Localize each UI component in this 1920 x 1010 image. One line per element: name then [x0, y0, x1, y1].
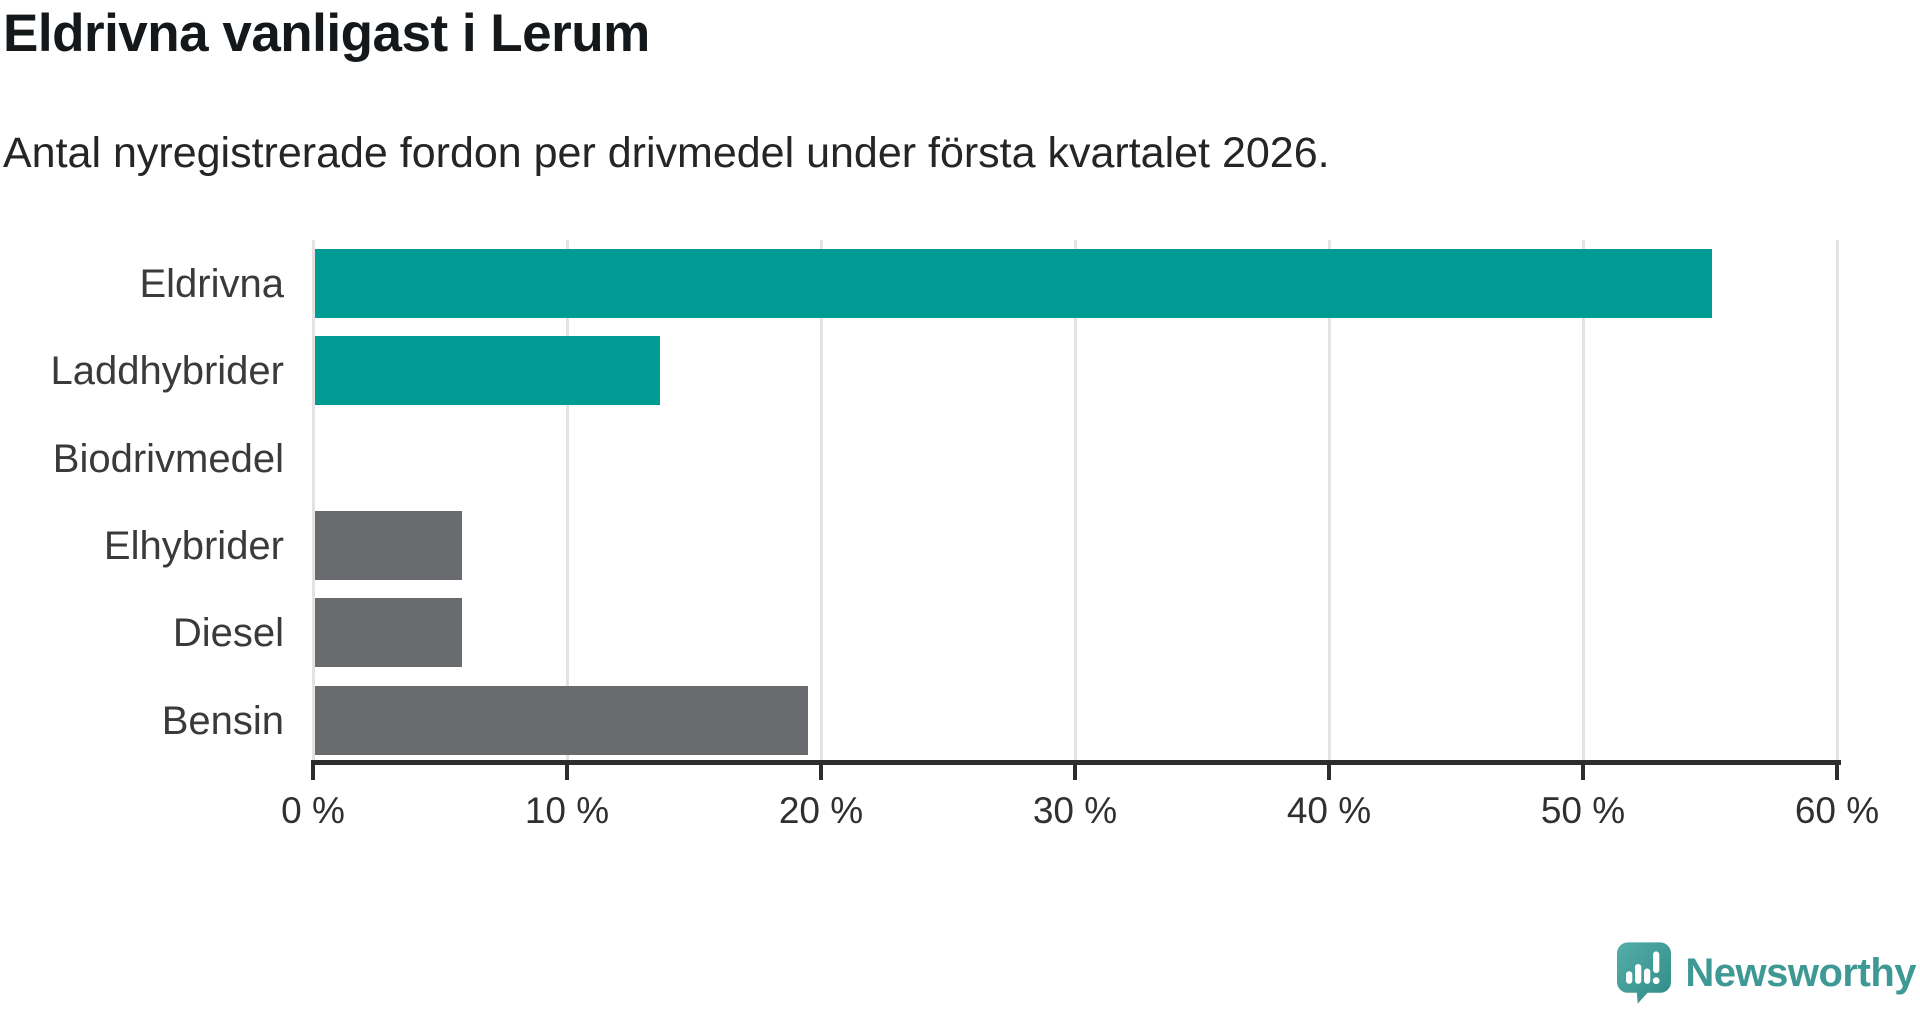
- category-label-eldrivna: Eldrivna: [139, 261, 284, 306]
- gridline-60: [1835, 240, 1839, 764]
- bar-row-eldrivna: [315, 249, 1839, 318]
- bar-diesel: [315, 598, 463, 667]
- newsworthy-logo-icon: [1617, 942, 1672, 1004]
- gridline-40: [1327, 240, 1331, 764]
- tick-20: [819, 765, 823, 780]
- tick-label-20: 20 %: [778, 790, 864, 831]
- tick-60: [1835, 765, 1839, 780]
- category-label-elhybrider: Elhybrider: [103, 523, 284, 568]
- bar-row-laddhybrider: [315, 336, 1839, 405]
- bar-row-diesel: [315, 598, 1839, 667]
- category-label-diesel: Diesel: [172, 610, 284, 655]
- tick-0: [311, 765, 315, 780]
- gridline-30: [1073, 240, 1077, 764]
- category-label-biodrivmedel: Biodrivmedel: [52, 436, 284, 481]
- category-label-laddhybrider: Laddhybrider: [50, 348, 285, 393]
- tick-label-0: 0 %: [281, 790, 345, 831]
- tick-30: [1073, 765, 1077, 780]
- bar-row-biodrivmedel: [315, 424, 1839, 493]
- tick-label-10: 10 %: [524, 790, 610, 831]
- x-axis-line: [311, 760, 1841, 765]
- bar-laddhybrider: [315, 336, 661, 405]
- bar-bensin: [315, 686, 808, 755]
- tick-label-40: 40 %: [1286, 790, 1372, 831]
- category-label-bensin: Bensin: [161, 698, 284, 743]
- bar-row-bensin: [315, 686, 1839, 755]
- tick-40: [1327, 765, 1331, 780]
- tick-label-60: 60 %: [1794, 790, 1880, 831]
- tick-10: [565, 765, 569, 780]
- gridline-20: [819, 240, 823, 764]
- tick-label-30: 30 %: [1032, 790, 1118, 831]
- brand-name: Newsworthy: [1685, 951, 1916, 995]
- tick-label-50: 50 %: [1540, 790, 1626, 831]
- brand-footer: Newsworthy: [1617, 942, 1916, 1004]
- gridline-10: [565, 240, 569, 764]
- chart-title: Eldrivna vanligast i Lerum: [3, 4, 650, 63]
- gridline-50: [1581, 240, 1585, 764]
- bar-row-elhybrider: [315, 511, 1839, 580]
- chart-subtitle: Antal nyregistrerade fordon per drivmede…: [3, 129, 1330, 177]
- bar-eldrivna: [315, 249, 1712, 318]
- gridline-0: [311, 240, 315, 764]
- bar-elhybrider: [315, 511, 463, 580]
- tick-50: [1581, 765, 1585, 780]
